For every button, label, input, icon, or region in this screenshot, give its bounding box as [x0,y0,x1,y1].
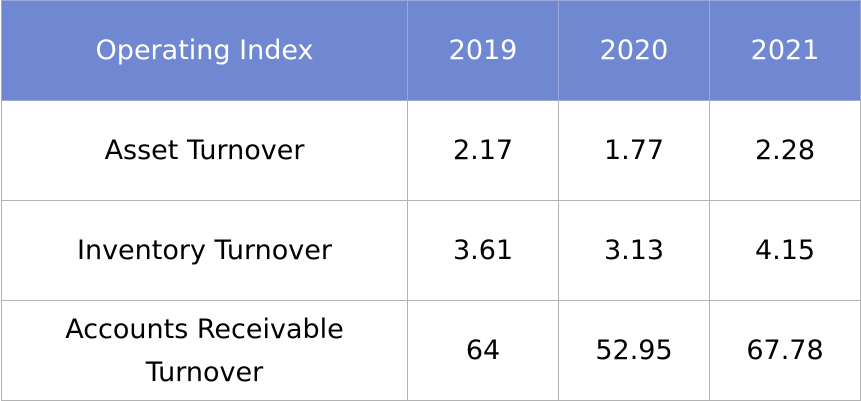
row-label: Asset Turnover [1,100,408,201]
cell-value: 52.95 [558,300,710,401]
cell-value: 3.61 [407,200,559,301]
table-row: Accounts Receivable Turnover 64 52.95 67… [1,300,861,401]
header-row: Operating Index 2019 2020 2021 [1,0,861,101]
row-label: Inventory Turnover [1,200,408,301]
table-row: Asset Turnover 2.17 1.77 2.28 [1,100,861,201]
header-year-2019: 2019 [407,0,559,101]
table-row: Inventory Turnover 3.61 3.13 4.15 [1,200,861,301]
cell-value: 67.78 [709,300,861,401]
cell-value: 2.17 [407,100,559,201]
row-label: Accounts Receivable Turnover [1,300,408,401]
header-operating-index: Operating Index [1,0,408,101]
cell-value: 64 [407,300,559,401]
cell-value: 4.15 [709,200,861,301]
cell-value: 3.13 [558,200,710,301]
cell-value: 2.28 [709,100,861,201]
header-year-2020: 2020 [558,0,710,101]
cell-value: 1.77 [558,100,710,201]
header-year-2021: 2021 [709,0,861,101]
